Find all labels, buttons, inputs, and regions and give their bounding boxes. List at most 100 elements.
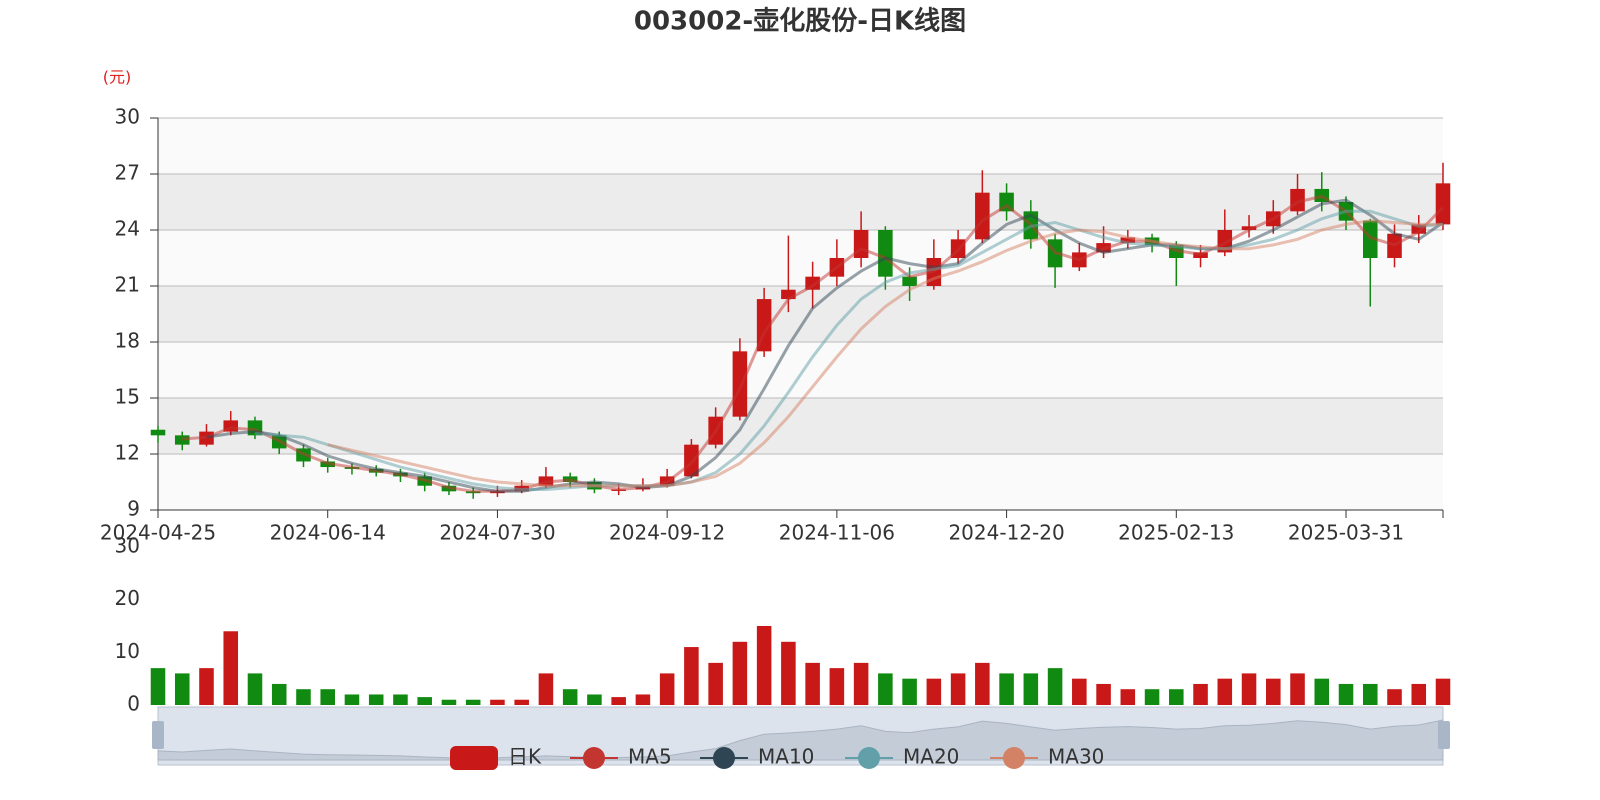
candle-body (1362, 220, 1378, 258)
legend-label[interactable]: MA5 (628, 745, 672, 769)
volume-bar (490, 699, 505, 705)
legend-label[interactable]: MA20 (903, 745, 959, 769)
volume-bar (1290, 673, 1305, 705)
volume-bar (1411, 683, 1427, 705)
volume-bar (756, 626, 772, 705)
x-tick-label: 2025-03-31 (1288, 521, 1404, 545)
volume-bar (465, 699, 481, 705)
volume-bar (320, 689, 335, 705)
y-tick-label: 12 (115, 441, 140, 465)
volume-bar (1072, 678, 1087, 705)
volume-bar (635, 694, 651, 705)
volume-bar (1217, 678, 1233, 705)
x-tick-label: 2024-09-12 (609, 521, 725, 545)
volume-bar (296, 689, 311, 705)
volume-bar (975, 662, 990, 705)
legend-label[interactable]: 日K (508, 745, 542, 769)
ma-line (254, 209, 1444, 491)
volume-bar (805, 662, 820, 705)
y-unit: (元) (103, 68, 132, 87)
volume-bar (999, 673, 1014, 705)
zoom-handle-right[interactable] (1438, 721, 1450, 749)
ma-line (182, 194, 1445, 493)
volume-bar (950, 673, 966, 705)
grid-band (158, 286, 1443, 342)
legend-label[interactable]: MA30 (1048, 745, 1104, 769)
zoom-handle-left[interactable] (152, 721, 164, 749)
x-tick-label: 2024-07-30 (439, 521, 555, 545)
ma-line (327, 219, 1443, 488)
volume-bar (1435, 678, 1451, 705)
volume-bar (150, 668, 166, 705)
candle-body (902, 276, 917, 286)
volume-bar (1266, 678, 1281, 705)
volume-bar (708, 662, 723, 705)
grid-band (158, 174, 1443, 230)
zoom-shadow (157, 719, 1444, 761)
y-tick-label: 9 (127, 497, 140, 521)
volume-bar (344, 694, 360, 705)
y-tick-label: 21 (115, 273, 140, 297)
y-tick-label: 15 (115, 385, 140, 409)
x-tick-label: 2024-06-14 (270, 521, 386, 545)
volume-tick-label: 30 (115, 534, 140, 558)
legend-icon[interactable] (583, 747, 605, 769)
candle-body (684, 444, 699, 477)
volume-bar (926, 678, 942, 705)
volume-bar (1362, 683, 1378, 705)
volume-bar (829, 668, 845, 705)
legend-icon[interactable] (858, 747, 880, 769)
y-tick-label: 24 (115, 217, 140, 241)
x-tick-label: 2024-04-25 (100, 521, 216, 545)
chart-title: 003002-壶化股份-日K线图 (634, 7, 966, 37)
volume-bar (878, 673, 893, 705)
volume-bar (781, 641, 796, 705)
volume-bar (223, 631, 239, 705)
x-tick-label: 2024-11-06 (779, 521, 895, 545)
x-tick-label: 2024-12-20 (948, 521, 1064, 545)
candle-body (1435, 183, 1451, 225)
legend-icon[interactable] (450, 746, 498, 770)
volume-bar (514, 699, 529, 705)
volume-bar (1023, 673, 1039, 705)
ma-line (206, 198, 1444, 493)
volume-bar (684, 647, 699, 705)
volume-tick-label: 10 (115, 639, 140, 663)
volume-bar (853, 662, 869, 705)
candle-body (174, 435, 190, 445)
legend-label[interactable]: MA10 (758, 745, 814, 769)
volume-tick-label: 0 (127, 692, 140, 716)
volume-bar (1120, 689, 1136, 705)
candle-body (878, 230, 893, 277)
volume-bar (417, 697, 432, 705)
volume-bar (611, 697, 626, 705)
volume-bar (441, 699, 457, 705)
grid-band (158, 398, 1443, 454)
volume-bar (538, 673, 554, 705)
candle-body (781, 289, 796, 300)
y-tick-label: 30 (115, 105, 140, 129)
volume-bar (368, 694, 384, 705)
candle-body (223, 420, 239, 432)
y-tick-label: 18 (115, 329, 140, 353)
volume-bar (247, 673, 263, 705)
volume-bar (1169, 689, 1184, 705)
legend-icon[interactable] (713, 747, 735, 769)
candle-body (975, 192, 990, 240)
volume-bar (1387, 689, 1402, 705)
volume-bar (199, 668, 214, 705)
volume-bar (1241, 673, 1257, 705)
legend-icon[interactable] (1003, 747, 1025, 769)
volume-bar (1144, 689, 1160, 705)
candle-body (150, 429, 166, 436)
volume-bar (659, 673, 675, 705)
candle-body (1241, 226, 1257, 230)
volume-bar (271, 683, 287, 705)
volume-bar (732, 641, 748, 705)
candle-body (732, 351, 748, 417)
y-tick-label: 27 (115, 161, 140, 185)
volume-bar (1338, 683, 1354, 705)
volume-bar (174, 673, 190, 705)
volume-tick-label: 20 (115, 586, 140, 610)
